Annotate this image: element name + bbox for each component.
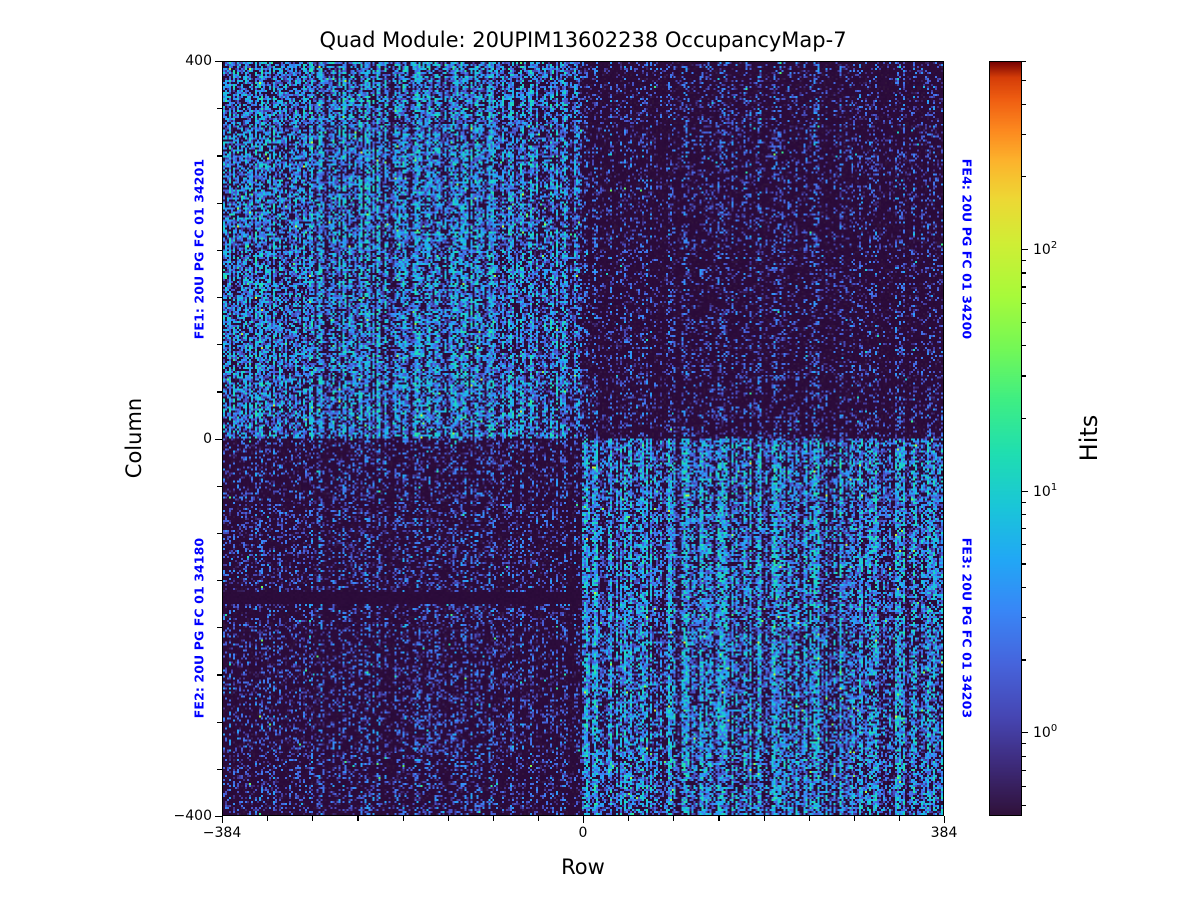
x-tick-mark	[583, 816, 585, 823]
x-tick-mark	[312, 816, 314, 821]
occupancy-heatmap	[223, 62, 943, 815]
x-tick-mark	[267, 816, 269, 821]
heatmap-plot-area	[222, 61, 944, 816]
x-tick-mark	[447, 816, 449, 821]
fe1-chip-label: FE1: 20U PG FC 01 34201	[191, 158, 207, 340]
colorbar-tick-mark	[1022, 61, 1026, 63]
x-tick-label: 384	[930, 825, 958, 841]
colorbar-tick-mark	[1022, 501, 1026, 503]
colorbar-tick-mark	[1022, 769, 1026, 771]
x-tick-mark	[357, 816, 359, 821]
x-tick-label: −384	[202, 825, 242, 841]
y-axis-label: Column	[122, 397, 146, 479]
colorbar-label: Hits	[1075, 414, 1103, 462]
x-tick-mark	[402, 816, 404, 821]
x-tick-mark	[673, 816, 675, 821]
colorbar-tick-mark	[1022, 616, 1026, 619]
x-tick-mark	[718, 816, 720, 821]
y-tick-label: −400	[173, 808, 212, 824]
x-tick-mark	[898, 816, 901, 821]
colorbar	[989, 61, 1022, 816]
y-tick-label: 0	[203, 430, 212, 447]
page-title: Quad Module: 20UPIM13602238 OccupancyMap…	[319, 28, 847, 52]
colorbar-tick-mark	[1022, 345, 1026, 347]
colorbar-tick-mark	[1022, 544, 1026, 546]
colorbar-tick-label: 100	[1033, 723, 1058, 742]
y-tick-mark	[215, 438, 222, 440]
y-tick-mark	[217, 485, 222, 487]
colorbar-tick-label: 101	[1033, 481, 1058, 500]
x-tick-label: 0	[578, 825, 588, 841]
y-tick-mark	[215, 816, 222, 818]
y-tick-mark	[217, 532, 222, 535]
y-tick-mark	[217, 344, 222, 346]
x-tick-mark	[222, 816, 224, 823]
colorbar-tick-mark	[1022, 804, 1026, 807]
colorbar-gradient	[990, 62, 1021, 815]
colorbar-tick-label: 102	[1033, 240, 1058, 258]
colorbar-tick-mark	[1022, 103, 1026, 105]
x-tick-mark	[944, 816, 946, 823]
colorbar-tick-mark	[1022, 586, 1026, 588]
y-tick-mark	[217, 721, 222, 723]
x-tick-mark	[808, 816, 810, 821]
y-tick-mark	[217, 580, 222, 582]
colorbar-tick-mark	[1022, 375, 1026, 377]
x-tick-mark	[492, 816, 494, 821]
colorbar-tick-mark	[1022, 176, 1026, 178]
colorbar-tick-mark	[1022, 490, 1028, 492]
y-tick-mark	[217, 391, 222, 393]
x-tick-mark	[763, 816, 765, 821]
x-tick-mark	[537, 816, 540, 821]
colorbar-tick-mark	[1022, 743, 1026, 745]
y-tick-mark	[217, 249, 222, 251]
colorbar-tick-mark	[1022, 286, 1026, 288]
colorbar-tick-mark	[1022, 80, 1026, 82]
y-tick-mark	[217, 202, 222, 204]
colorbar-tick-mark	[1022, 260, 1026, 262]
colorbar-tick-mark	[1022, 528, 1026, 530]
fe2-chip-label: FE2: 20U PG FC 01 34180	[191, 537, 207, 719]
y-tick-mark	[217, 627, 222, 629]
x-tick-mark	[628, 816, 630, 821]
x-axis-label: Row	[561, 855, 605, 879]
colorbar-tick-mark	[1022, 302, 1026, 304]
colorbar-tick-mark	[1022, 249, 1028, 251]
fe3-chip-label: FE3: 20U PG FC 01 34203	[959, 537, 975, 719]
colorbar-tick-mark	[1022, 785, 1026, 787]
y-tick-mark	[217, 768, 222, 770]
colorbar-tick-mark	[1022, 321, 1026, 323]
y-tick-label: 400	[185, 53, 212, 69]
y-tick-mark	[217, 108, 222, 110]
y-tick-mark	[215, 61, 222, 63]
colorbar-tick-mark	[1022, 417, 1026, 420]
y-tick-mark	[217, 155, 222, 157]
colorbar-tick-mark	[1022, 755, 1026, 757]
y-tick-mark	[217, 296, 222, 299]
colorbar-tick-mark	[1022, 659, 1026, 661]
colorbar-tick-mark	[1022, 514, 1026, 516]
colorbar-tick-mark	[1022, 563, 1026, 565]
fe4-chip-label: FE4: 20U PG FC 01 34200	[959, 158, 975, 340]
colorbar-tick-mark	[1022, 732, 1028, 734]
colorbar-tick-mark	[1022, 133, 1026, 135]
colorbar-tick-mark	[1022, 272, 1026, 274]
y-tick-mark	[217, 674, 222, 676]
x-tick-mark	[853, 816, 855, 821]
